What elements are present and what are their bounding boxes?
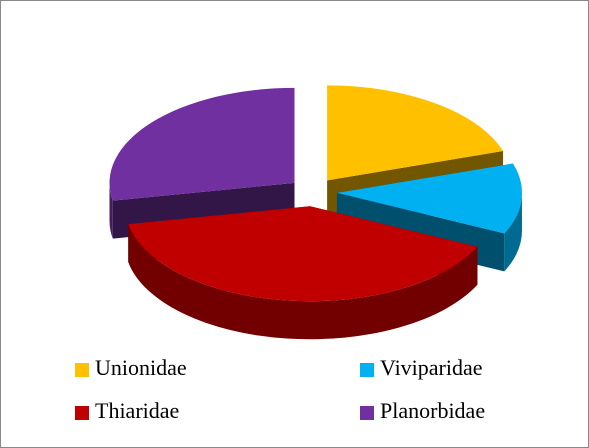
legend-swatch [75,363,89,377]
slice-side [128,224,478,340]
legend-swatch [360,406,374,420]
slice [336,163,522,234]
slice-side [504,192,522,272]
legend-label: Planorbidae [380,398,485,423]
legend-swatch [360,363,374,377]
slice [128,206,478,302]
legend-label: Unionidae [95,355,187,380]
legend-label: Viviparidae [380,355,483,380]
slice [327,85,504,181]
slice [109,87,295,201]
legend-swatch [75,406,89,420]
legend-label: Thiaridae [95,398,179,423]
slice-side [109,182,113,239]
